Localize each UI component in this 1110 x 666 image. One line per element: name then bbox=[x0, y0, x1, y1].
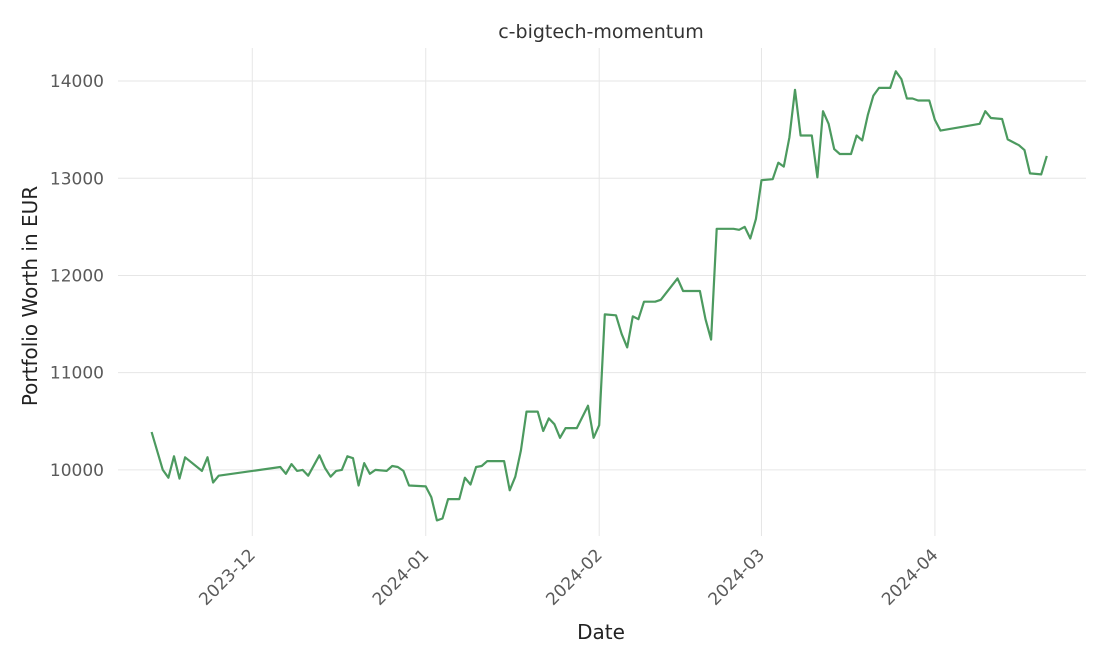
y-tick-label: 11000 bbox=[50, 364, 104, 384]
x-tick-label: 2024-02 bbox=[542, 545, 606, 609]
y-axis: 10000 11000 12000 13000 14000 bbox=[50, 72, 104, 481]
y-tick-label: 12000 bbox=[50, 266, 104, 286]
x-tick-label: 2023-12 bbox=[195, 545, 259, 609]
series-line bbox=[150, 70, 1048, 522]
x-tick-label: 2024-01 bbox=[369, 545, 433, 609]
x-axis-title: Date bbox=[577, 620, 625, 644]
grid bbox=[118, 48, 1086, 536]
chart-title: c-bigtech-momentum bbox=[498, 21, 704, 43]
y-tick-label: 13000 bbox=[50, 169, 104, 189]
y-tick-label: 10000 bbox=[50, 461, 104, 481]
y-tick-label: 14000 bbox=[50, 72, 104, 92]
x-tick-label: 2024-03 bbox=[705, 545, 769, 609]
x-axis: 2023-12 2024-01 2024-02 2024-03 2024-04 bbox=[195, 545, 942, 609]
x-tick-label: 2024-04 bbox=[878, 545, 942, 609]
y-axis-title: Portfolio Worth in EUR bbox=[18, 186, 42, 406]
